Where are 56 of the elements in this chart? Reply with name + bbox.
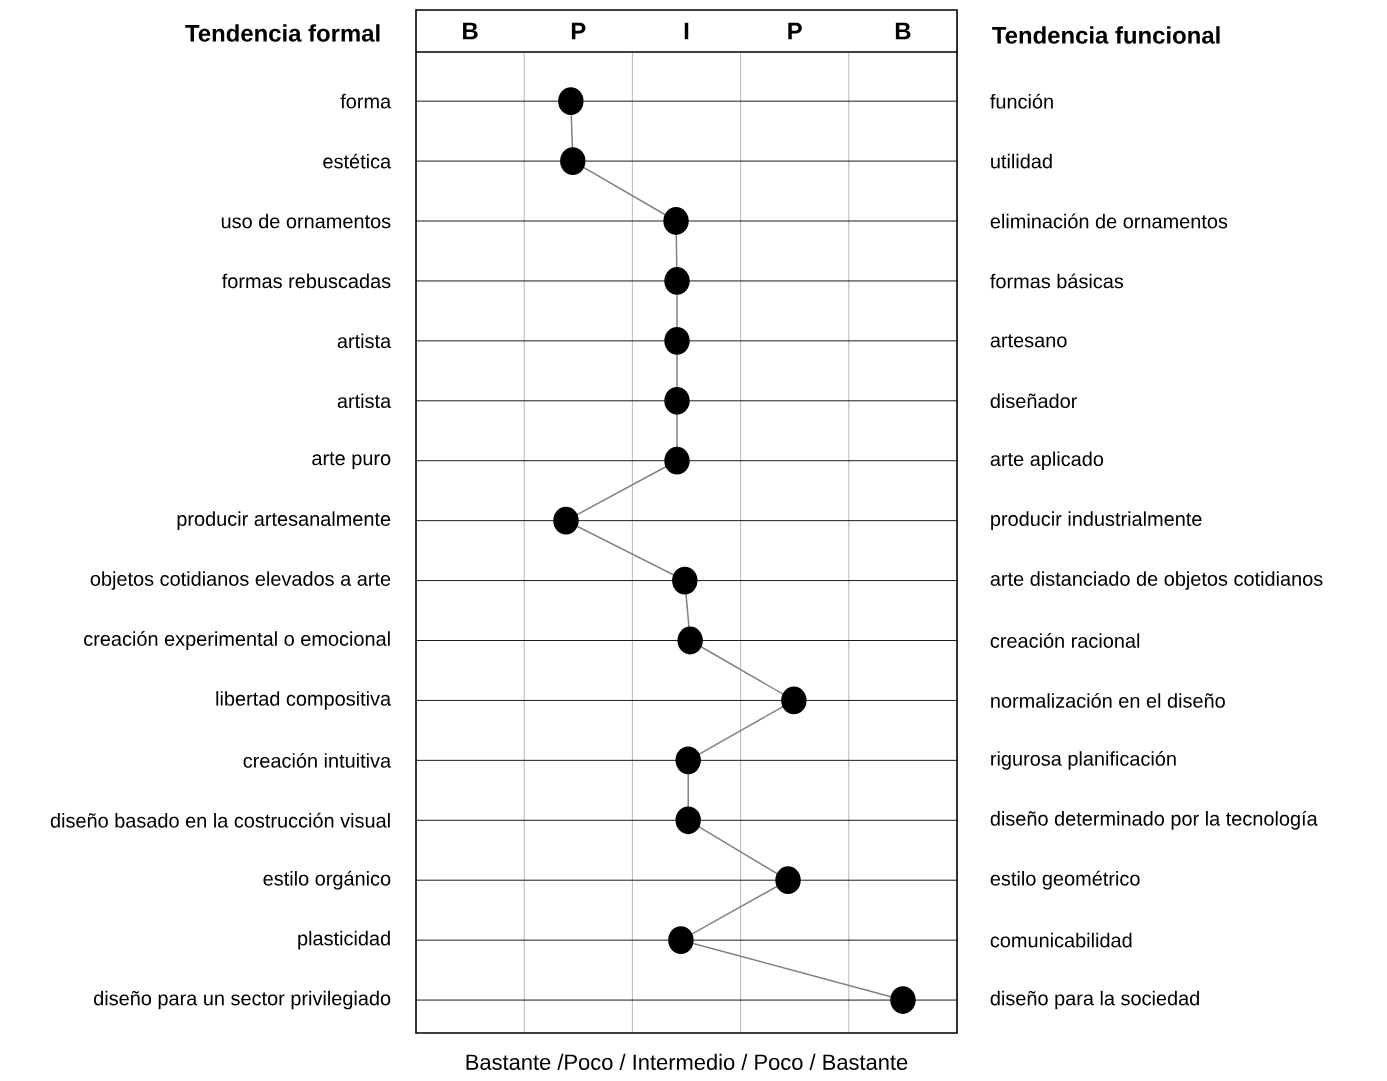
y-tick-label: libertad compositiva xyxy=(216,691,392,710)
y-tick-label: formas rebuscadas xyxy=(222,273,391,289)
point xyxy=(553,506,579,535)
point xyxy=(668,926,694,955)
point xyxy=(664,326,690,355)
y2-tick-label: utilidad xyxy=(991,153,1052,169)
point xyxy=(672,566,698,595)
y2-tick-label: arte aplicado xyxy=(990,451,1104,471)
y-tick-label: forma xyxy=(340,93,392,109)
y-axis-title: Tendencia formal xyxy=(185,24,380,42)
y2-tick-label: artesano xyxy=(990,334,1067,348)
y-tick-label: plasticidad xyxy=(298,930,390,950)
y2-axis-title: Tendencia funcional xyxy=(992,26,1220,44)
y2-tick-label: arte distanciado de objetos cotidianos xyxy=(990,571,1323,590)
y-tick-label: diseño para un sector privilegiado xyxy=(94,990,391,1010)
y-tick-label: uso de ornamentos xyxy=(221,213,391,229)
text: B xyxy=(463,22,478,40)
y2-tick-label: comunicabilidad xyxy=(990,932,1132,948)
x-axis-title: Bastante /Poco / Intermedio / Poco / Bastante xyxy=(466,1053,908,1070)
text: P xyxy=(571,22,586,40)
point xyxy=(558,87,584,116)
y-tick-label: estética xyxy=(323,153,392,169)
y2-tick-label: rigurosa planificación xyxy=(991,750,1176,770)
point xyxy=(890,986,916,1014)
y2-tick-label: normalización en el diseño xyxy=(991,693,1225,708)
y2-tick-label: creación racional xyxy=(990,633,1140,648)
y2-tick-label: diseñador xyxy=(990,393,1078,409)
y-tick-label: estilo orgánico xyxy=(263,870,391,890)
y-tick-label: diseño basado en la costrucción visual xyxy=(50,812,390,828)
text: P xyxy=(788,22,802,40)
y2-tick-label: formas básicas xyxy=(990,273,1124,289)
y-tick-label: artista xyxy=(337,393,392,409)
point xyxy=(664,267,690,295)
y-tick-label: arte puro xyxy=(312,452,391,470)
y-tick-label: creación intuitiva xyxy=(243,752,392,768)
y2-tick-label: eliminación de ornamentos xyxy=(990,213,1228,229)
point xyxy=(664,386,690,415)
y2-tick-label: estilo geométrico xyxy=(990,870,1140,890)
point xyxy=(675,746,701,775)
y-tick-label: objetos cotidianos elevados a arte xyxy=(90,571,391,590)
y2-tick-label: diseño para la sociedad xyxy=(990,990,1199,1010)
text: B xyxy=(895,22,911,40)
point xyxy=(664,446,690,475)
text: I xyxy=(684,22,689,40)
y-tick-label: creación experimental o emocional xyxy=(84,631,390,650)
point xyxy=(663,207,689,235)
y-tick-label: producir artesanalmente xyxy=(177,511,391,530)
point xyxy=(781,686,807,715)
y2-tick-label: función xyxy=(990,93,1053,109)
y2-tick-label: diseño determinado por la tecnología xyxy=(990,810,1318,830)
y-tick-label: artista xyxy=(337,333,392,349)
point xyxy=(675,806,701,835)
point xyxy=(677,626,703,655)
y2-tick-label: producir industrialmente xyxy=(991,511,1202,530)
point xyxy=(560,147,586,175)
point xyxy=(775,866,801,895)
